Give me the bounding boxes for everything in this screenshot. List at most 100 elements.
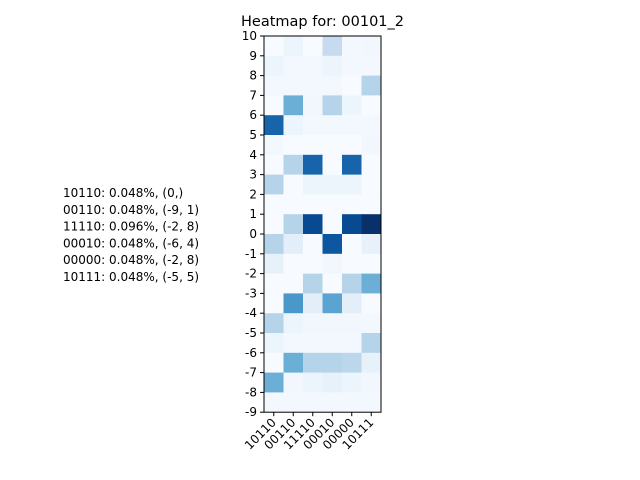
heatmap-cell — [264, 154, 284, 175]
heatmap-cell — [322, 372, 343, 393]
heatmap-cell — [342, 214, 362, 235]
heatmap-cell — [283, 154, 304, 175]
heatmap-cell — [322, 333, 343, 354]
heatmap-cell — [283, 333, 304, 354]
heatmap-cell — [361, 333, 382, 354]
y-tick-label: 9 — [249, 49, 257, 63]
heatmap-cell — [322, 313, 343, 334]
y-tick-label: 4 — [249, 148, 257, 162]
heatmap-cell — [342, 154, 362, 175]
chart-title: Heatmap for: 00101_2 — [241, 14, 404, 30]
heatmap-cell — [283, 115, 304, 136]
y-tick-label: 7 — [249, 88, 257, 102]
heatmap-cell — [361, 95, 382, 116]
heatmap-cell — [303, 75, 323, 96]
heatmap-cell — [264, 273, 284, 294]
heatmap-cell — [342, 135, 362, 156]
y-tick-label: 0 — [249, 227, 257, 241]
y-tick-label: -2 — [245, 267, 257, 281]
heatmap-cell — [303, 115, 323, 136]
heatmap-cell — [342, 313, 362, 334]
heatmap-cell — [283, 372, 304, 393]
heatmap-cell — [283, 135, 304, 156]
legend-line: 11110: 0.096%, (-2, 8) — [63, 220, 199, 234]
y-tick-label: -4 — [245, 306, 257, 320]
legend-line: 10111: 0.048%, (-5, 5) — [63, 270, 199, 284]
heatmap-cell — [303, 95, 323, 116]
heatmap-cell — [342, 293, 362, 314]
heatmap-cell — [264, 352, 284, 373]
heatmap-cell — [303, 55, 323, 76]
heatmap-cell — [322, 115, 343, 136]
heatmap-cell — [283, 392, 304, 413]
heatmap-cell — [342, 372, 362, 393]
y-tick-label: 6 — [249, 108, 257, 122]
heatmap-cell — [303, 333, 323, 354]
heatmap-cell — [303, 154, 323, 175]
heatmap-cell — [264, 115, 284, 136]
heatmap-cell — [283, 313, 304, 334]
heatmap-cell — [361, 352, 382, 373]
y-tick-label: 3 — [249, 168, 257, 182]
legend-text-block: 10110: 0.048%, (0,) 00110: 0.048%, (-9, 1… — [63, 186, 199, 284]
heatmap-cell — [322, 253, 343, 274]
heatmap-cell — [322, 234, 343, 255]
heatmap-cell — [322, 174, 343, 195]
y-tick-label: 1 — [249, 207, 257, 221]
heatmap-cell — [361, 392, 382, 413]
heatmap-cell — [361, 293, 382, 314]
heatmap-cell — [342, 55, 362, 76]
heatmap-cell — [303, 135, 323, 156]
heatmap-cell — [361, 234, 382, 255]
plot-frame — [263, 35, 382, 413]
heatmap-cell — [303, 293, 323, 314]
heatmap-cell — [342, 75, 362, 96]
heatmap-cell — [342, 174, 362, 195]
heatmap-cell — [264, 95, 284, 116]
heatmap-cell — [264, 194, 284, 215]
heatmap-cell — [303, 174, 323, 195]
heatmap-cell — [303, 392, 323, 413]
heatmap-cell — [322, 273, 343, 294]
heatmap-cell — [303, 214, 323, 235]
heatmap-cell — [264, 135, 284, 156]
heatmap-cell — [303, 36, 323, 57]
heatmap-cell — [322, 135, 343, 156]
heatmap-cell — [361, 115, 382, 136]
heatmap-cell — [303, 372, 323, 393]
heatmap-cell — [264, 313, 284, 334]
heatmap-cell — [283, 293, 304, 314]
heatmap-cell — [283, 95, 304, 116]
heatmap-cell — [342, 194, 362, 215]
heatmap-cell — [264, 234, 284, 255]
legend-line: 00010: 0.048%, (-6, 4) — [63, 236, 199, 250]
y-tick-label: -8 — [245, 385, 257, 399]
y-tick-label: -6 — [245, 346, 257, 360]
heatmap-cell — [303, 194, 323, 215]
heatmap-cell — [361, 214, 382, 235]
heatmap-cell — [322, 293, 343, 314]
y-tick-label: -7 — [245, 366, 257, 380]
heatmap-cell — [322, 75, 343, 96]
heatmap-cell — [264, 214, 284, 235]
heatmap-cell — [322, 194, 343, 215]
heatmap-cell — [342, 333, 362, 354]
heatmap-cell — [283, 234, 304, 255]
heatmap-cells — [264, 36, 382, 413]
heatmap-cell — [322, 154, 343, 175]
heatmap-cell — [283, 253, 304, 274]
y-tick-label: 5 — [249, 128, 257, 142]
heatmap-cell — [264, 293, 284, 314]
heatmap-cell — [303, 234, 323, 255]
heatmap-cell — [303, 273, 323, 294]
y-tick-label: 2 — [249, 187, 257, 201]
heatmap-cell — [283, 194, 304, 215]
heatmap-cell — [361, 194, 382, 215]
heatmap-cell — [264, 55, 284, 76]
heatmap-cell — [342, 392, 362, 413]
heatmap-cell — [264, 75, 284, 96]
heatmap-cell — [361, 253, 382, 274]
heatmap-cell — [283, 75, 304, 96]
y-tick-label: 8 — [249, 69, 257, 83]
